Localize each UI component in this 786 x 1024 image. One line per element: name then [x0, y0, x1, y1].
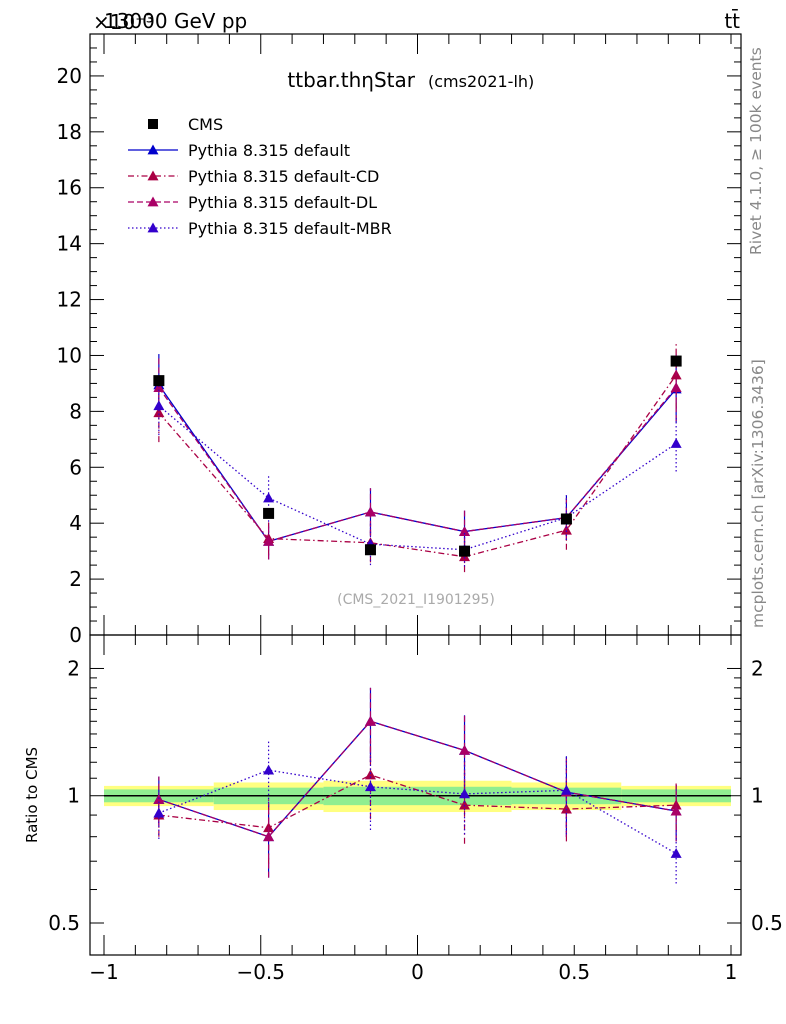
x-axis-ticks: −1 −0.5 0 0.5 1	[89, 34, 737, 984]
ratio-point	[670, 848, 682, 858]
main-series	[153, 341, 682, 573]
x-tick-label: 0.5	[558, 960, 590, 984]
ratio-point	[263, 831, 275, 842]
ratio-line-mbr	[158, 769, 677, 855]
y-tick-label: 20	[57, 64, 82, 88]
x-tick-label: −0.5	[236, 960, 285, 984]
series-line-cd	[158, 374, 677, 558]
rivet-label: Rivet 4.1.0, ≥ 100k events	[747, 47, 765, 255]
series-line-dl	[158, 387, 677, 543]
ratio-line-dl	[158, 720, 677, 838]
ratio-point	[263, 764, 275, 775]
ratio-frame	[89, 634, 742, 956]
legend-marker-mbr	[147, 222, 159, 233]
ratio-point	[364, 769, 376, 780]
legend-marker-cms	[148, 119, 158, 129]
x-tick-label: 1	[725, 960, 738, 984]
y-exponent-label: ×10⁻³	[93, 10, 154, 34]
legend: CMS Pythia 8.315 default Pythia 8.315 defa…	[128, 115, 392, 238]
legend-marker-default	[147, 144, 159, 155]
y-tick-label: 0	[69, 623, 82, 647]
ratio-point	[560, 784, 572, 795]
cms-point	[459, 545, 471, 557]
ratio-point	[364, 781, 376, 792]
ratio-tick-label: 0.5	[48, 911, 80, 935]
series-point	[670, 438, 682, 448]
mcplots-label: mcplots.cern.ch [arXiv:1306.3436]	[749, 359, 767, 628]
y-tick-label: 18	[57, 120, 82, 144]
series-line-default	[158, 384, 677, 543]
series-point	[459, 526, 471, 536]
y-tick-label: 10	[57, 343, 82, 367]
cms-point	[560, 513, 572, 525]
series-point	[364, 506, 376, 517]
cms-point	[670, 355, 682, 367]
legend-label-dl: Pythia 8.315 default-DL	[188, 193, 377, 212]
y-tick-label: 14	[57, 232, 82, 256]
ratio-point	[670, 805, 682, 816]
analysis-tag: (CMS_2021_I1901295)	[337, 592, 495, 608]
x-tick-label: −1	[89, 960, 118, 984]
ratio-tick-label-right: 1	[751, 784, 764, 808]
ratio-series-mbr	[153, 739, 682, 884]
main-y-ticks: 0 2 4 6 8 10 12 14 16 18 20	[57, 47, 741, 647]
chart-subtitle: (cms2021-lh)	[428, 72, 534, 91]
y-tick-label: 12	[57, 288, 82, 312]
series-dl	[153, 354, 682, 560]
legend-label-cms: CMS	[188, 115, 223, 134]
legend-marker-dl	[147, 196, 159, 207]
ratio-panel: 0.5 0.51 12 2 Ratio to CMS −1 −0.5 0 0.5 1	[23, 34, 783, 984]
cms-point	[153, 375, 165, 387]
ratio-tick-label-right: 2	[751, 656, 764, 680]
ratio-tick-label-right: 0.5	[751, 911, 783, 935]
ratio-point	[459, 788, 471, 799]
y-tick-label: 6	[69, 455, 82, 479]
series-point	[263, 535, 275, 546]
series-cd	[153, 341, 682, 573]
legend-label-mbr: Pythia 8.315 default-MBR	[188, 219, 392, 238]
ratio-series	[153, 687, 682, 884]
series-mbr	[153, 376, 682, 567]
series-cms	[153, 355, 682, 557]
ratio-line-default	[158, 720, 677, 838]
x-tick-label: 0	[411, 960, 424, 984]
ratio-point	[153, 807, 165, 818]
ratio-y-axis-label: Ratio to CMS	[23, 747, 41, 843]
series-line-mbr	[158, 405, 677, 551]
cms-point	[263, 507, 275, 519]
y-tick-label: 2	[69, 567, 82, 591]
ratio-uncertainty-bands	[104, 780, 731, 813]
y-tick-label: 8	[69, 399, 82, 423]
legend-label-cd: Pythia 8.315 default-CD	[188, 167, 379, 186]
series-default	[153, 354, 682, 560]
ratio-tick-label: 2	[67, 656, 80, 680]
series-point	[153, 407, 165, 418]
ratio-point	[459, 799, 471, 810]
chart-title: ttbar.thηStar	[287, 68, 415, 92]
process-label: tt̄	[724, 8, 740, 33]
ratio-point	[364, 715, 376, 726]
ratio-series-dl	[153, 687, 682, 878]
ratio-tick-label: 1	[67, 784, 80, 808]
ratio-y-ticks: 0.5 0.5 1 1 2 2	[48, 656, 783, 935]
cms-point	[364, 544, 376, 556]
y-tick-label: 4	[69, 511, 82, 535]
main-panel: ttbar.thηStar (cms2021-lh) (CMS_2021_I19…	[57, 33, 742, 647]
legend-label-default: Pythia 8.315 default	[188, 141, 350, 160]
y-tick-label: 16	[57, 176, 82, 200]
ratio-point	[459, 744, 471, 755]
series-point	[263, 492, 275, 503]
legend-marker-cd	[147, 170, 159, 181]
series-point	[670, 382, 682, 393]
series-point	[153, 400, 165, 411]
energy-label: 13000 GeV pp	[104, 9, 247, 33]
